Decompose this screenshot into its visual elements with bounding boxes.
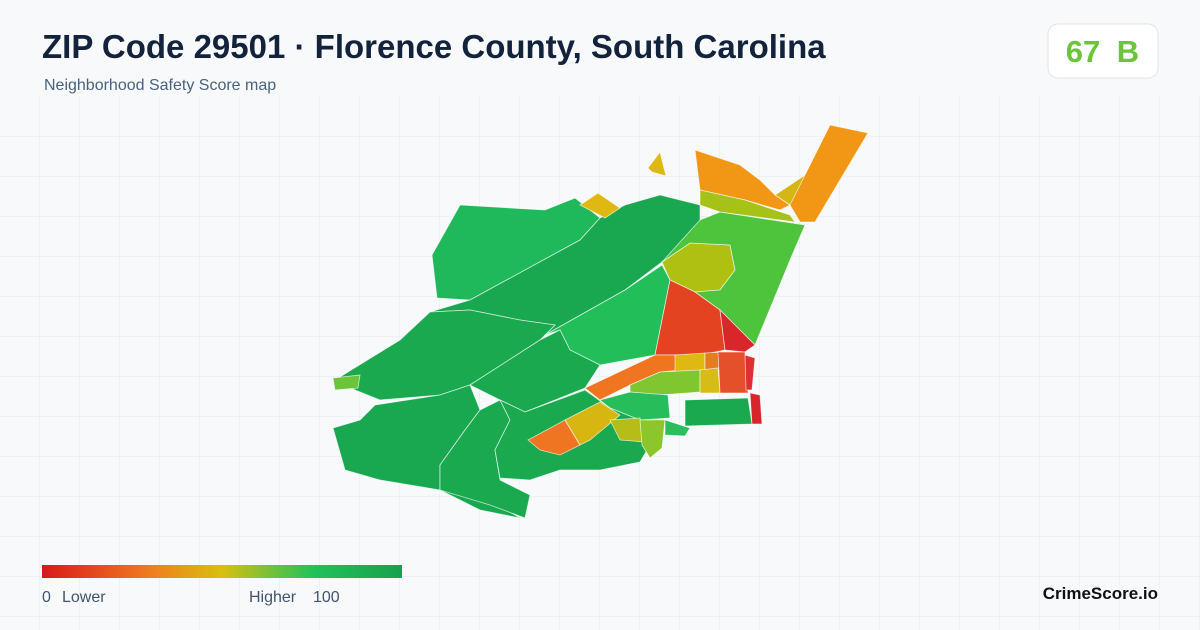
legend-max-label: Higher (249, 589, 297, 606)
region (674, 352, 706, 373)
region (639, 419, 666, 459)
legend-min: 0 (42, 589, 51, 606)
region (564, 401, 621, 446)
legend-max: 100 (313, 589, 340, 606)
legend-min-label: Lower (62, 589, 106, 606)
region (664, 419, 691, 437)
zip-map (332, 124, 869, 519)
region (699, 367, 721, 394)
region (332, 374, 361, 391)
region (699, 189, 796, 223)
subtitle: Neighborhood Safety Score map (44, 77, 276, 94)
region (527, 419, 581, 456)
region (334, 309, 556, 401)
brand: CrimeScore.io (1043, 584, 1158, 603)
title: ZIP Code 29501 · Florence County, South … (42, 28, 826, 65)
region (789, 124, 869, 223)
region (744, 354, 756, 391)
region (749, 392, 763, 425)
region (647, 151, 667, 177)
score-grade: B (1117, 34, 1139, 69)
region (684, 397, 753, 427)
region (439, 399, 531, 519)
region (717, 351, 749, 394)
score-value: 67 (1066, 34, 1100, 69)
region (719, 308, 756, 353)
score-badge (1047, 23, 1159, 79)
region (579, 192, 621, 219)
legend-gradient (42, 565, 402, 578)
